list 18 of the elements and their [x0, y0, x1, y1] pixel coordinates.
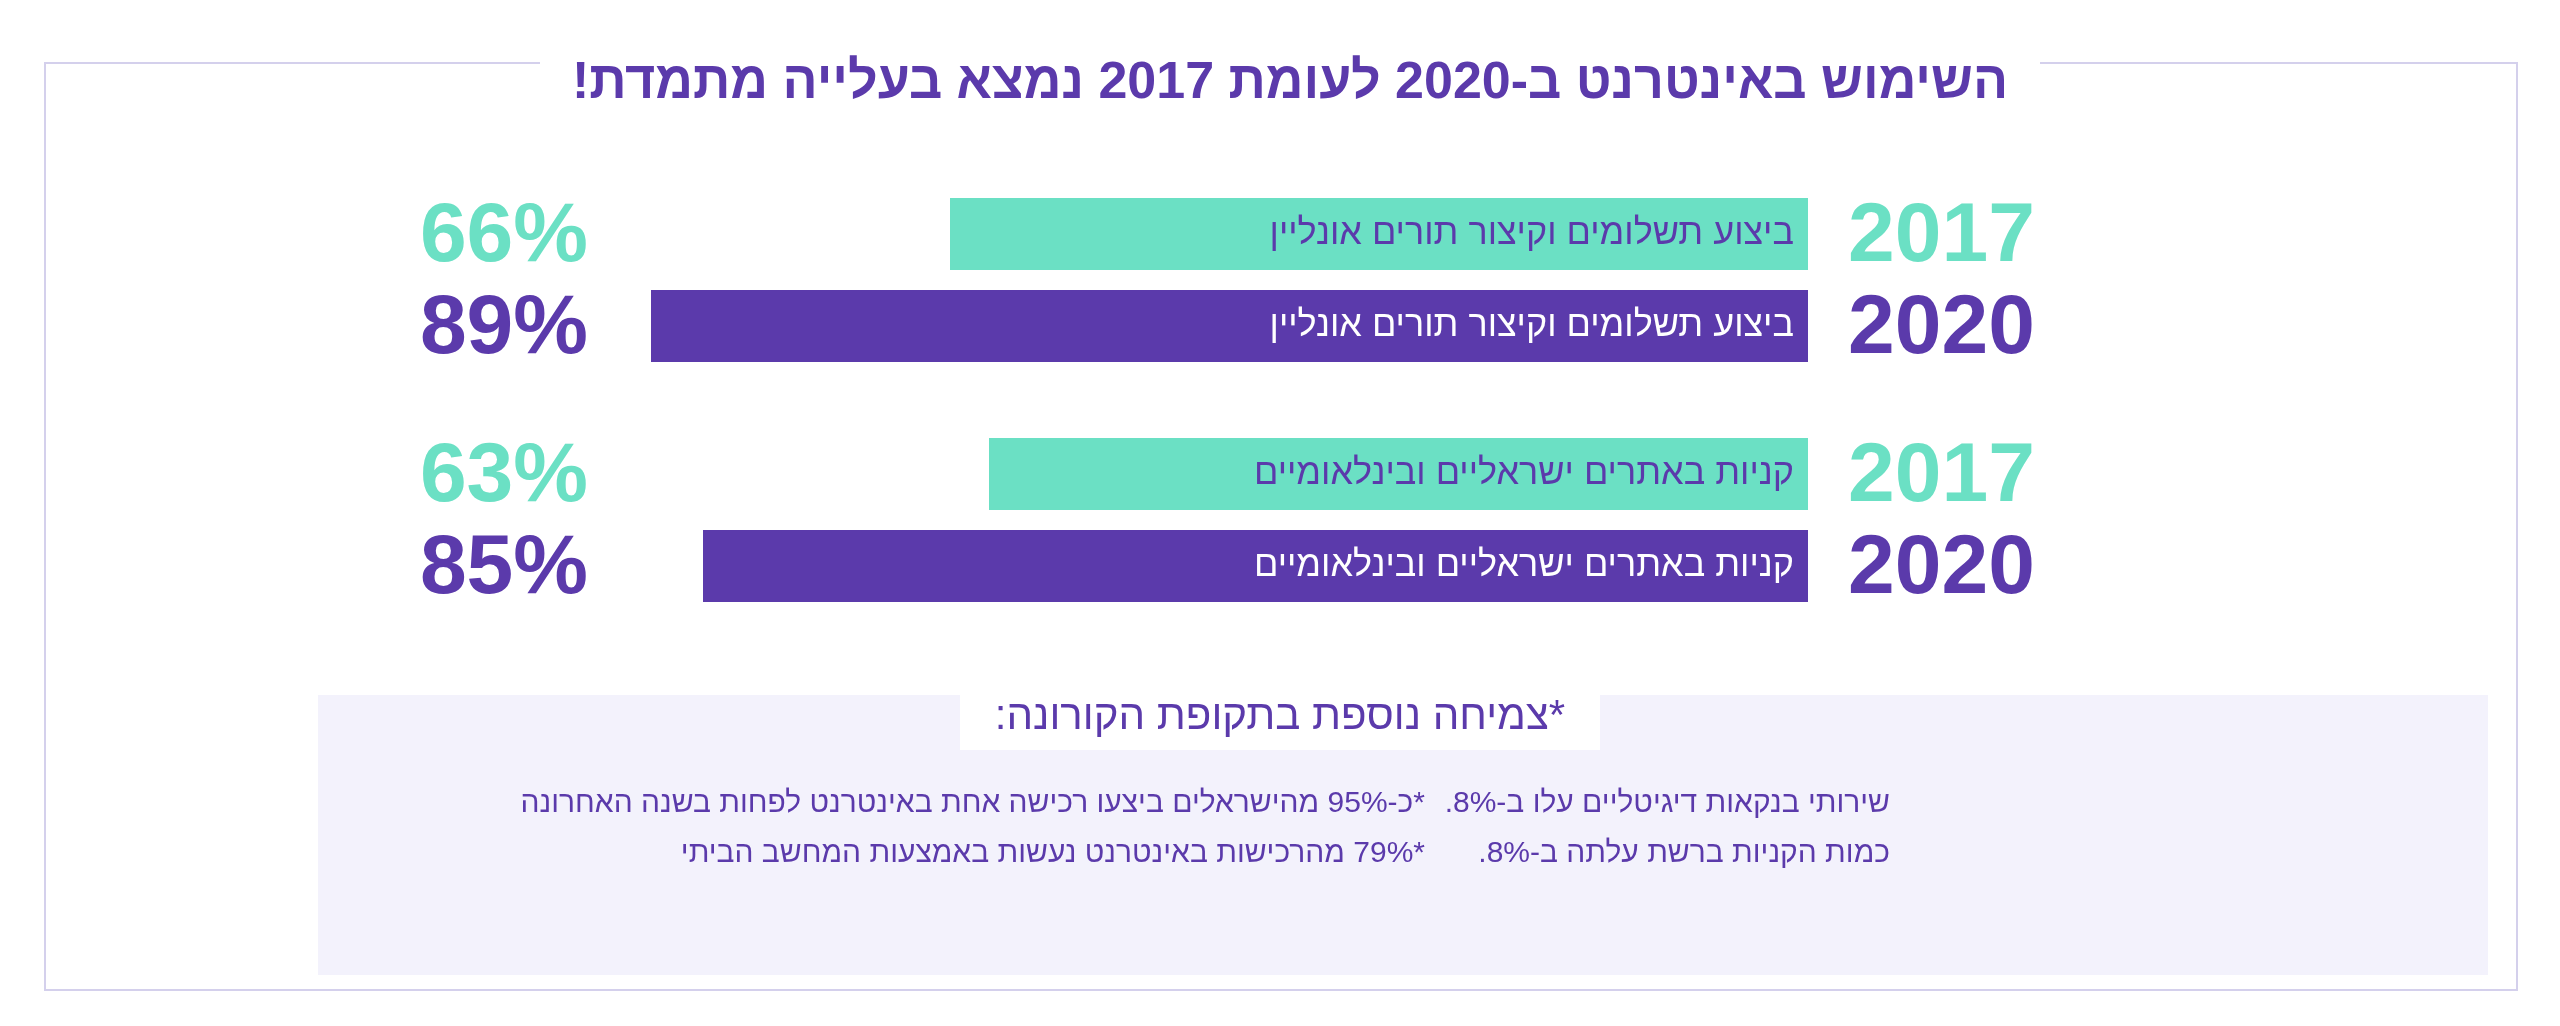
data-label: 63%: [419, 425, 588, 520]
text: 2017: [1848, 425, 2035, 520]
chart-title: השימוש באינטרנט ב-2020 לעומת 2017 נמצא בעלייה מתמדת!: [540, 40, 2040, 120]
series-label: 2017: [1848, 185, 2035, 280]
bar: [651, 290, 1808, 362]
text: 2020: [1848, 517, 2035, 612]
bar: [950, 198, 1808, 270]
text: כמות הקניות ברשת עלתה ב-8%.: [1478, 834, 1890, 870]
data-label: 66%: [419, 185, 588, 280]
data-label: 85%: [419, 517, 588, 612]
text: שירותי בנקאות דיגיטליים עלו ב-8%.: [1444, 784, 1890, 820]
series-label: 2020: [1848, 277, 2035, 372]
text: *כ-95% מהישראלים ביצעו רכישה אחת באינטרנט לפחות בשנה האחרונה: [520, 784, 1425, 820]
bar: [703, 530, 1808, 602]
text: *79% מהרכישות באינטרנט נעשות באמצעות המחשב הביתי: [680, 834, 1425, 870]
data-label: 89%: [419, 277, 588, 372]
bar: [989, 438, 1808, 510]
text: *צמיחה נוספת בתקופת הקורונה:: [960, 680, 1600, 750]
